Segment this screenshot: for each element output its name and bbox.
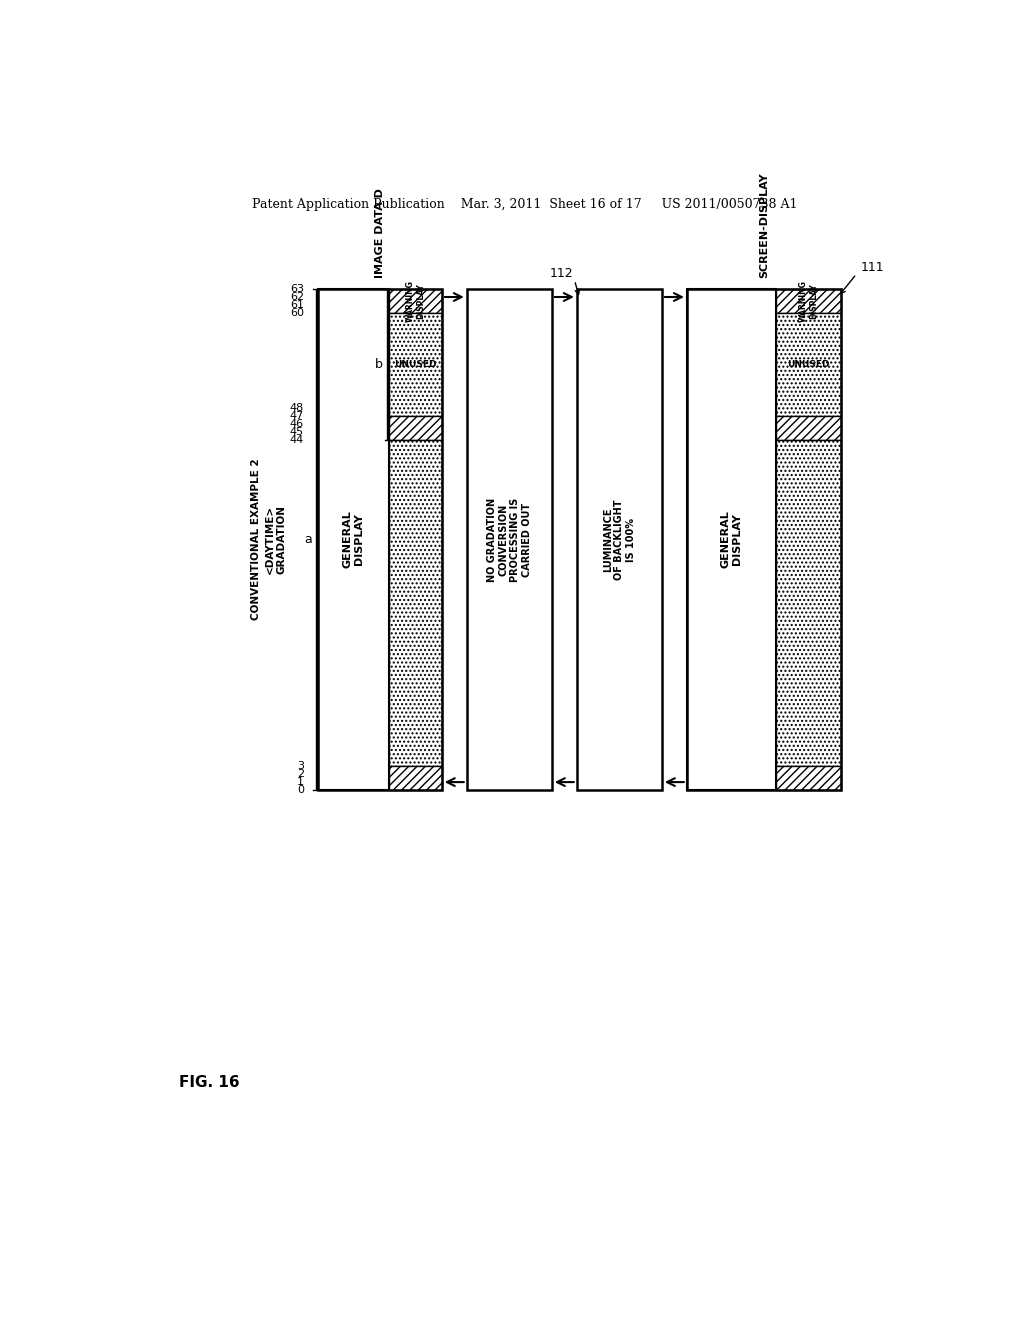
Bar [317,289,442,789]
Text: 111: 111 [860,261,884,275]
Text: LUMINANCE
OF BACKLIGHT
IS 100%: LUMINANCE OF BACKLIGHT IS 100% [603,499,636,579]
Text: UNUSED: UNUSED [787,360,829,370]
Text: 60: 60 [290,308,304,318]
Text: 45: 45 [290,428,304,437]
Text: SCREEN-DISPLAY: SCREEN-DISPLAY [759,172,769,277]
Text: 62: 62 [290,292,304,302]
Bar [467,289,552,789]
Text: GENERAL
DISPLAY: GENERAL DISPLAY [343,511,365,569]
Bar [687,289,841,789]
Text: a: a [304,533,311,546]
Bar [389,416,442,441]
Text: 48: 48 [290,404,304,413]
Text: 44: 44 [290,436,304,445]
Text: 2: 2 [297,770,304,779]
Text: 112: 112 [549,268,572,280]
Bar [776,766,841,789]
Bar [389,289,442,313]
Bar [776,416,841,441]
Bar [389,766,442,789]
Bar [317,289,389,789]
Text: 61: 61 [290,300,304,310]
Bar [389,313,442,416]
Text: <DAYTIME>
GRADATION: <DAYTIME> GRADATION [264,506,286,574]
Bar [577,289,662,789]
Bar [776,313,841,416]
Text: 1: 1 [297,777,304,787]
Text: IMAGE DATA D: IMAGE DATA D [375,187,385,277]
Text: 47: 47 [290,412,304,421]
Bar [776,441,841,766]
Text: b: b [375,358,383,371]
Text: Patent Application Publication    Mar. 3, 2011  Sheet 16 of 17     US 2011/00507: Patent Application Publication Mar. 3, 2… [252,198,798,211]
Text: NO GRADATION
CONVERSION
PROCESSING IS
CARRIED OUT: NO GRADATION CONVERSION PROCESSING IS CA… [486,498,531,582]
Bar [389,441,442,766]
Text: FIG. 16: FIG. 16 [179,1074,240,1090]
Text: CONVENTIONAL EXAMPLE 2: CONVENTIONAL EXAMPLE 2 [251,459,261,620]
Text: UNUSED: UNUSED [394,360,437,370]
Text: GENERAL
DISPLAY: GENERAL DISPLAY [721,511,742,569]
Text: 63: 63 [290,284,304,294]
Bar [687,289,776,789]
Text: 3: 3 [297,760,304,771]
Bar [776,289,841,313]
Text: WARNING
DISPLAY: WARNING DISPLAY [406,280,425,322]
Text: 46: 46 [290,420,304,429]
Text: 0: 0 [297,785,304,795]
Text: WARNING
DISPLAY: WARNING DISPLAY [799,280,818,322]
